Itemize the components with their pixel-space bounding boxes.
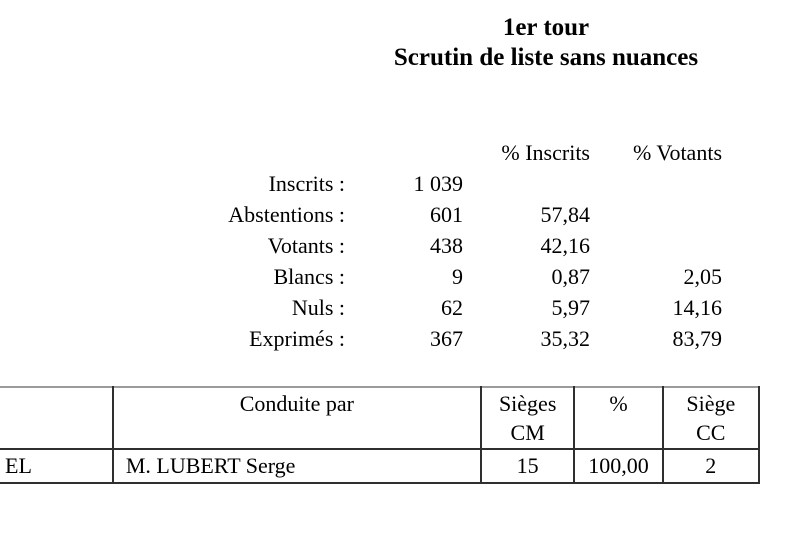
stats-pct-votants [590, 199, 722, 230]
stats-pct-votants [590, 230, 722, 261]
stats-header-spacer-label [160, 137, 345, 168]
stats-header-spacer-count [345, 137, 463, 168]
participation-stats: % Inscrits % Votants Inscrits : 1 039 Ab… [160, 137, 722, 354]
stats-count: 9 [452, 264, 463, 289]
cell-conduite-par: M. LUBERT Serge [111, 448, 482, 484]
page-title: 1er tour Scrutin de liste sans nuances [246, 13, 800, 73]
header-sieges-cc: Siège CC [661, 386, 761, 450]
cell-sieges-cc: 2 [661, 448, 761, 484]
header-sieges-cc-line1: Siège [686, 391, 736, 416]
stats-row-inscrits: Inscrits : 1 039 [160, 168, 722, 199]
header-sieges-cc-line2: CC [696, 420, 726, 445]
stats-pct-inscrits: 0,87 [551, 264, 591, 289]
header-conduite-par: Conduite par [111, 386, 482, 450]
stats-pct-votants [590, 168, 722, 199]
header-list [0, 386, 114, 450]
stats-label: Blancs : [273, 264, 346, 289]
results-table: Conduite par Sièges CM % Siège CC EL M. … [0, 386, 761, 484]
header-sieges-cm: Sièges CM [479, 386, 576, 450]
stats-count: 438 [430, 233, 463, 258]
title-scrutin-type: Scrutin de liste sans nuances [393, 44, 699, 71]
cell-pct: 100,00 [573, 448, 664, 484]
header-pct: % [573, 386, 664, 450]
stats-count: 367 [430, 326, 463, 351]
cell-list-name: EL [0, 448, 114, 484]
stats-header-pct-inscrits: % Inscrits [501, 140, 590, 165]
stats-count: 601 [430, 202, 463, 227]
stats-count: 62 [441, 295, 463, 320]
stats-pct-votants: 2,05 [683, 264, 723, 289]
stats-count: 1 039 [413, 171, 464, 196]
results-header-row: Conduite par Sièges CM % Siège CC [0, 386, 761, 450]
stats-label: Inscrits : [268, 171, 345, 196]
title-round: 1er tour [502, 14, 590, 41]
stats-pct-inscrits: 42,16 [540, 233, 591, 258]
stats-label: Exprimés : [249, 326, 345, 351]
stats-row-exprimes: Exprimés : 367 35,32 83,79 [160, 323, 722, 354]
stats-header-pct-votants: % Votants [632, 140, 722, 165]
stats-pct-inscrits [463, 168, 590, 199]
stats-label: Nuls : [291, 295, 345, 320]
stats-label: Votants : [267, 233, 345, 258]
stats-header-row: % Inscrits % Votants [160, 137, 722, 168]
stats-row-nuls: Nuls : 62 5,97 14,16 [160, 292, 722, 323]
cell-sieges-cm: 15 [479, 448, 576, 484]
stats-pct-inscrits: 5,97 [551, 295, 591, 320]
stats-label: Abstentions : [228, 202, 345, 227]
stats-pct-inscrits: 35,32 [540, 326, 591, 351]
stats-row-blancs: Blancs : 9 0,87 2,05 [160, 261, 723, 292]
stats-pct-votants: 14,16 [672, 295, 723, 320]
table-row: EL M. LUBERT Serge 15 100,00 2 [0, 448, 761, 484]
stats-row-abstentions: Abstentions : 601 57,84 [160, 199, 722, 230]
stats-pct-votants: 83,79 [672, 326, 723, 351]
stats-pct-inscrits: 57,84 [540, 202, 591, 227]
stats-row-votants: Votants : 438 42,16 [160, 230, 722, 261]
header-sieges-cm-line1: Sièges [498, 391, 557, 416]
header-sieges-cm-line2: CM [510, 420, 545, 445]
